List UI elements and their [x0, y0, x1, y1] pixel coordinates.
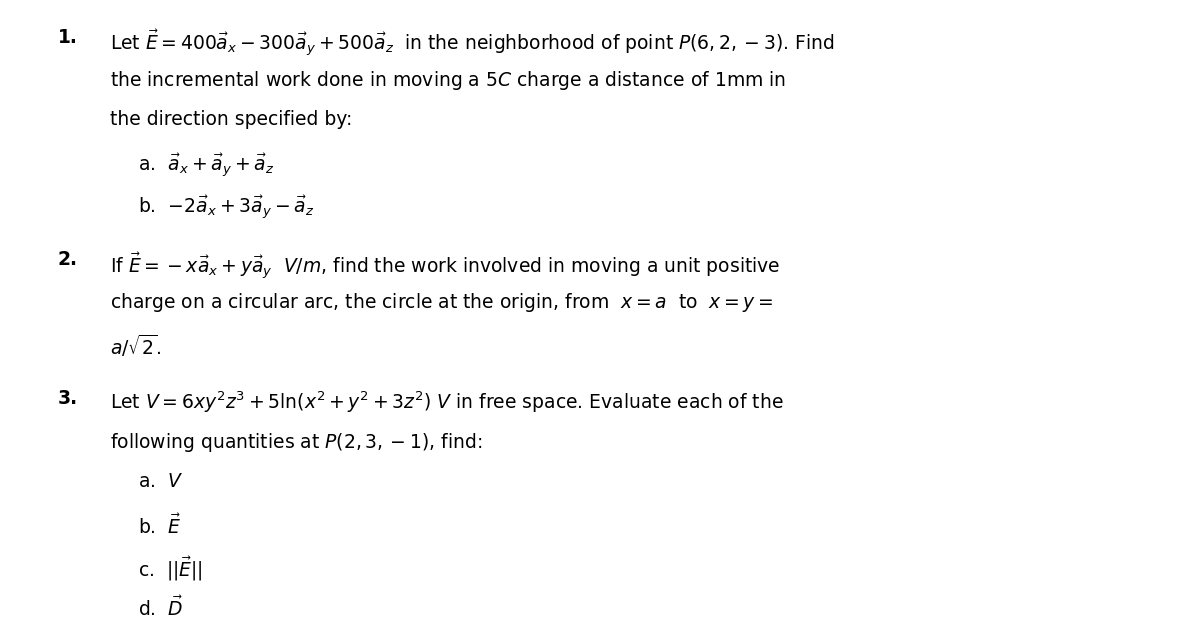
Text: charge on a circular arc, the circle at the origin, from  $x = a$  to  $x = y =$: charge on a circular arc, the circle at … — [110, 291, 774, 314]
Text: 2.: 2. — [58, 250, 78, 269]
Text: following quantities at $P(2,3,-1)$, find:: following quantities at $P(2,3,-1)$, fin… — [110, 431, 482, 453]
Text: the direction specified by:: the direction specified by: — [110, 110, 353, 130]
Text: Let $V = 6xy^2z^3 + 5\ln(x^2 + y^2 + 3z^2)$ $V$ in free space. Evaluate each of : Let $V = 6xy^2z^3 + 5\ln(x^2 + y^2 + 3z^… — [110, 389, 784, 415]
Text: b.  $-2\vec{a}_x + 3\vec{a}_y - \vec{a}_z$: b. $-2\vec{a}_x + 3\vec{a}_y - \vec{a}_z… — [138, 193, 314, 221]
Text: If $\vec{E} = -x\vec{a}_x + y\vec{a}_y$  $V/m$, find the work involved in moving: If $\vec{E} = -x\vec{a}_x + y\vec{a}_y$ … — [110, 250, 781, 281]
Text: b.  $\vec{E}$: b. $\vec{E}$ — [138, 513, 181, 537]
Text: 3.: 3. — [58, 389, 78, 408]
Text: the incremental work done in moving a 5$C$ charge a distance of 1mm in: the incremental work done in moving a 5$… — [110, 69, 786, 92]
Text: $a/\sqrt{2}$.: $a/\sqrt{2}$. — [110, 333, 162, 358]
Text: c.  $||\vec{E}||$: c. $||\vec{E}||$ — [138, 555, 203, 583]
Text: a.  $V$: a. $V$ — [138, 472, 184, 491]
Text: Let $\vec{E} = 400\vec{a}_x - 300\vec{a}_y + 500\vec{a}_z$  in the neighborhood : Let $\vec{E} = 400\vec{a}_x - 300\vec{a}… — [110, 28, 835, 59]
Text: a.  $\vec{a}_x + \vec{a}_y + \vec{a}_z$: a. $\vec{a}_x + \vec{a}_y + \vec{a}_z$ — [138, 152, 275, 180]
Text: 1.: 1. — [58, 28, 78, 47]
Text: d.  $\vec{D}$: d. $\vec{D}$ — [138, 596, 184, 617]
